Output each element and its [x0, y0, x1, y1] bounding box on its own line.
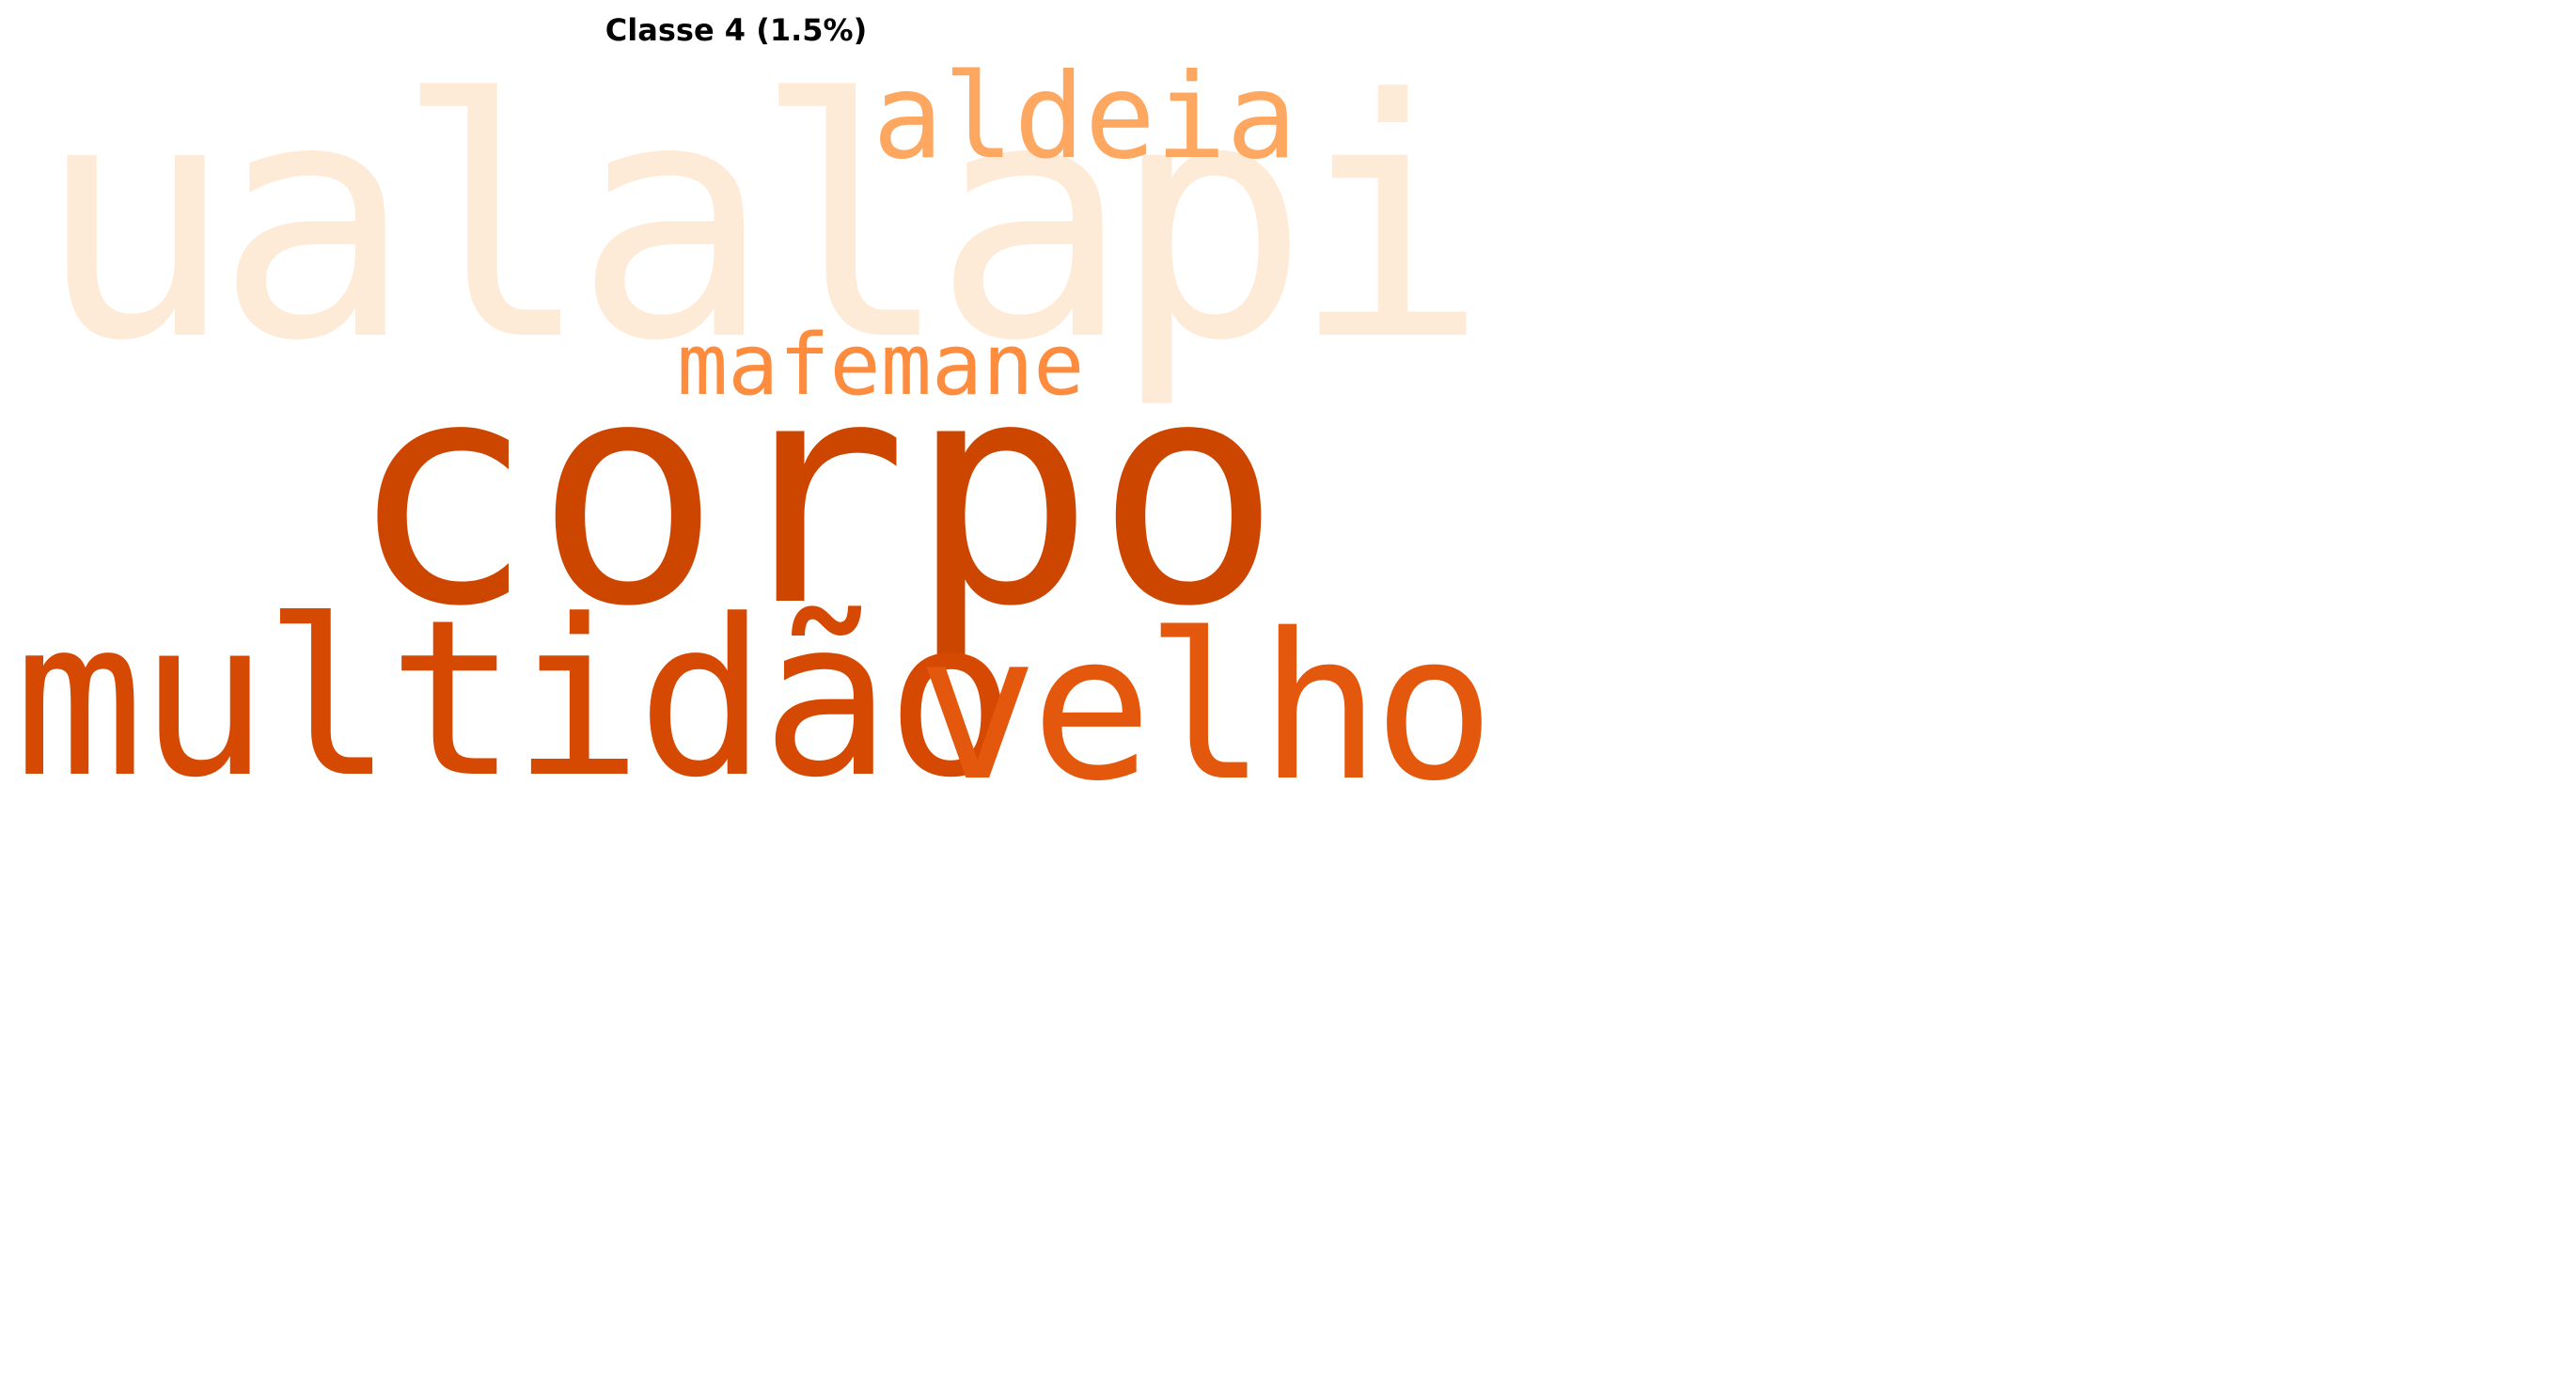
word-multidao: multidão: [14, 574, 1016, 825]
figure-title: Classe 4 (1.5%): [605, 12, 868, 48]
word-ualalapi: ualalapi: [36, 29, 1489, 413]
word-velho: velho: [917, 589, 1495, 825]
word-mafemane: mafemane: [677, 316, 1085, 415]
word-aldeia: aldeia: [872, 49, 1297, 185]
word-corpo: corpo: [348, 313, 1282, 674]
